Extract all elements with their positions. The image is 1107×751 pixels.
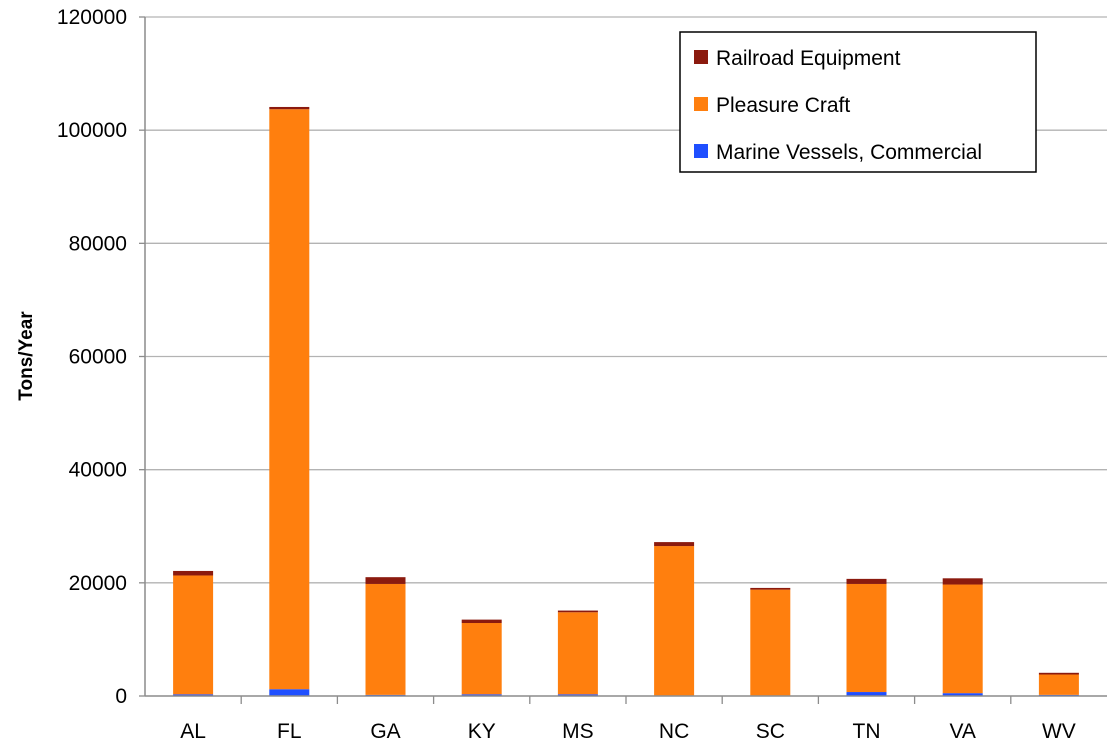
y-axis-ticks: 0 20000 40000 60000 80000 100000 120000 [57, 6, 145, 708]
bar-ms-marine-vessels-commercial [557, 694, 598, 696]
bars [173, 106, 1079, 696]
x-tick-label: MS [562, 720, 594, 743]
bar-wv-pleasure-craft [1038, 674, 1079, 695]
x-tick-label: SC [756, 720, 785, 743]
bar-sc-railroad-equipment [750, 587, 791, 590]
bar-ga-railroad-equipment [365, 577, 406, 584]
y-tick-label: 100000 [57, 119, 127, 142]
bar-fl-marine-vessels-commercial [269, 689, 310, 696]
y-tick-label: 60000 [69, 346, 127, 369]
legend-swatch [694, 97, 708, 111]
bar-va-railroad-equipment [942, 578, 983, 585]
bar-ky-pleasure-craft [461, 623, 502, 695]
y-tick-label: 40000 [69, 459, 127, 482]
y-tick-label: 80000 [69, 232, 127, 255]
bar-tn-marine-vessels-commercial [846, 692, 887, 696]
x-tick-label: AL [180, 720, 206, 743]
x-tick-label: WV [1042, 720, 1076, 743]
x-tick-label: NC [659, 720, 689, 743]
x-tick-label: KY [468, 720, 496, 743]
legend: Railroad Equipment Pleasure Craft Marine V… [679, 31, 1037, 173]
bar-ms-pleasure-craft [557, 612, 598, 695]
x-axis-ticks: AL FL GA KY MS NC SC TN VA WV [180, 696, 1076, 743]
bar-ga-pleasure-craft [365, 583, 406, 695]
y-tick-label: 120000 [57, 6, 127, 29]
bar-ky-marine-vessels-commercial [461, 694, 502, 696]
bar-tn-pleasure-craft [846, 583, 887, 693]
bar-sc-pleasure-craft [750, 589, 791, 696]
bar-va-pleasure-craft [942, 584, 983, 694]
y-axis-title: Tons/Year [16, 311, 37, 401]
legend-label: Railroad Equipment [716, 47, 901, 70]
bar-fl-railroad-equipment [269, 106, 310, 110]
bar-nc-pleasure-craft [654, 546, 695, 696]
bar-fl-pleasure-craft [269, 109, 310, 690]
legend-label: Pleasure Craft [716, 94, 850, 117]
bar-ky-railroad-equipment [461, 619, 502, 624]
bar-al-marine-vessels-commercial [173, 694, 214, 696]
bar-al-pleasure-craft [173, 575, 214, 695]
bar-al-railroad-equipment [173, 570, 214, 576]
x-tick-label: GA [370, 720, 400, 743]
bar-nc-railroad-equipment [654, 542, 695, 547]
x-tick-label: VA [949, 720, 975, 743]
legend-box [679, 31, 1037, 173]
y-tick-label: 0 [115, 685, 127, 708]
y-tick-label: 20000 [69, 572, 127, 595]
bar-va-marine-vessels-commercial [942, 693, 983, 696]
bar-ms-railroad-equipment [557, 610, 598, 613]
x-tick-label: FL [277, 720, 302, 743]
x-tick-label: TN [853, 720, 881, 743]
bar-wv-railroad-equipment [1038, 672, 1079, 675]
legend-swatch [694, 144, 708, 158]
bar-tn-railroad-equipment [846, 578, 887, 584]
legend-swatch [694, 50, 708, 64]
legend-label: Marine Vessels, Commercial [716, 141, 982, 164]
